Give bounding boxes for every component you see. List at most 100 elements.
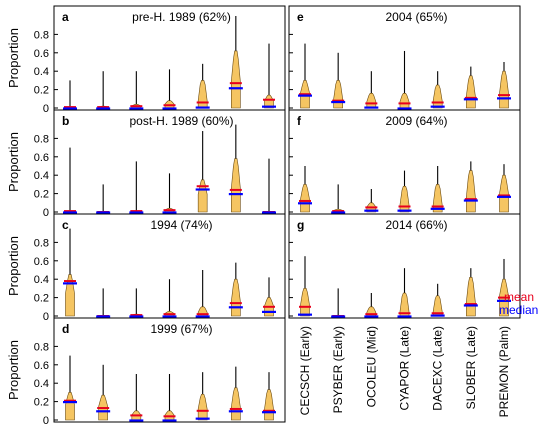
y-tick-label: 0.2 <box>34 85 49 97</box>
panel-g: g 2014 (66%) <box>288 213 521 319</box>
violin-4 <box>162 279 177 318</box>
violin-body <box>300 288 310 317</box>
panel-letter: a <box>62 10 69 24</box>
y-tick-label: 0.4 <box>34 66 49 78</box>
panel-title: 2004 (65%) <box>385 10 447 24</box>
violin-6 <box>463 161 478 213</box>
y-tick-label: 0 <box>43 415 49 427</box>
violin-body <box>231 50 241 109</box>
violin-6 <box>463 268 478 317</box>
violin-4 <box>162 374 177 422</box>
violin-3 <box>129 374 144 422</box>
violin-body <box>197 393 208 421</box>
violin-2 <box>96 71 111 110</box>
violin-5 <box>195 63 210 109</box>
y-tick-label: 0.4 <box>34 274 49 286</box>
violin-body <box>231 158 241 213</box>
panel-title: pre-H. 1989 (62%) <box>132 10 231 24</box>
panel-frame <box>53 317 286 423</box>
y-axis-label: Proportion <box>6 28 21 88</box>
legend-median: median <box>499 303 538 317</box>
category-label: OCOLEU (Mid) <box>364 326 378 407</box>
y-tick-label: 0.6 <box>34 256 49 268</box>
violin-body <box>197 80 208 109</box>
violin-6 <box>228 124 243 213</box>
panel-letter: g <box>297 218 304 232</box>
panel-title: post-H. 1989 (60%) <box>129 114 233 128</box>
violin-7 <box>497 258 511 317</box>
violin-4 <box>162 173 177 214</box>
y-tick-label: 0.8 <box>34 133 49 145</box>
violin-7 <box>497 164 511 213</box>
y-tick-label: 0 <box>43 311 49 323</box>
violin-6 <box>228 366 243 421</box>
panel-letter: b <box>62 114 69 128</box>
panel-title: 1999 (67%) <box>150 322 212 336</box>
violin-4 <box>397 170 412 213</box>
panel-e: e 2004 (65%) <box>288 5 521 111</box>
violin-2 <box>96 288 111 318</box>
violin-5 <box>430 71 445 109</box>
violin-7 <box>497 62 511 109</box>
violin-body <box>231 387 241 421</box>
violin-3 <box>129 288 144 318</box>
violin-body <box>466 170 476 213</box>
violin-6 <box>228 16 243 109</box>
panel-letter: e <box>297 10 304 24</box>
y-tick-label: 0 <box>43 103 49 115</box>
violin-4 <box>397 50 412 110</box>
violin-body <box>300 184 310 213</box>
violin-2 <box>331 52 346 109</box>
panels-layer: 0 0.2 0.4 0.6 0.8 Proportion a pre-H. 1989 (62%… <box>6 5 521 427</box>
category-label: DACEXC (Late) <box>431 326 445 411</box>
panel-a: 0 0.2 0.4 0.6 0.8 Proportion a pre-H. 1989 (62%… <box>6 5 286 115</box>
violin-1 <box>298 166 312 213</box>
category-labels: CECSCH (Early) PSYBER (Early) OCOLEU (Mid)… <box>298 326 511 417</box>
violin-body <box>231 278 241 317</box>
violin-6 <box>463 66 478 109</box>
y-tick-label: 0.6 <box>34 48 49 60</box>
panel-c: 0 0.2 0.4 0.6 0.8 Proportion c 1994 (74%) <box>6 213 286 323</box>
violin-2 <box>96 184 111 214</box>
y-axis-label: Proportion <box>6 132 21 192</box>
y-tick-label: 0.8 <box>34 237 49 249</box>
violin-5 <box>195 372 210 421</box>
panel-letter: d <box>62 322 69 336</box>
y-tick-label: 0.6 <box>34 360 49 372</box>
panel-frame <box>288 213 521 319</box>
violin-2 <box>331 288 346 318</box>
violin-5 <box>195 131 210 213</box>
y-axis-label: Proportion <box>6 236 21 296</box>
violin-7 <box>262 43 276 109</box>
y-tick-label: 0.2 <box>34 189 49 201</box>
category-label: PREMON (Palm) <box>497 326 511 417</box>
violin-body <box>197 179 208 213</box>
violin-2 <box>331 184 346 214</box>
violin-7 <box>262 372 276 421</box>
violin-3 <box>364 71 379 109</box>
category-label: SLOBER (Late) <box>464 326 478 409</box>
y-axis-label: Proportion <box>6 340 21 400</box>
violin-body <box>399 92 410 109</box>
violin-2 <box>96 364 111 421</box>
y-tick-label: 0.8 <box>34 29 49 41</box>
violin-7 <box>262 277 276 317</box>
category-label: CYAPOR (Late) <box>398 326 412 410</box>
violin-1 <box>298 43 312 109</box>
violin-5 <box>430 283 445 317</box>
y-tick-label: 0.2 <box>34 293 49 305</box>
panel-title: 2009 (64%) <box>385 114 447 128</box>
violin-body <box>466 277 476 317</box>
violin-body <box>499 70 509 109</box>
violin-4 <box>397 268 412 318</box>
y-tick-label: 0.8 <box>34 341 49 353</box>
panel-f: f 2009 (64%) <box>288 109 521 215</box>
violin-3 <box>129 71 144 110</box>
violin-3 <box>364 189 379 213</box>
violin-1 <box>63 355 77 421</box>
violin-body <box>65 392 75 421</box>
violin-4 <box>162 69 177 110</box>
panel-title: 1994 (74%) <box>150 218 212 232</box>
violin-1 <box>298 256 312 317</box>
